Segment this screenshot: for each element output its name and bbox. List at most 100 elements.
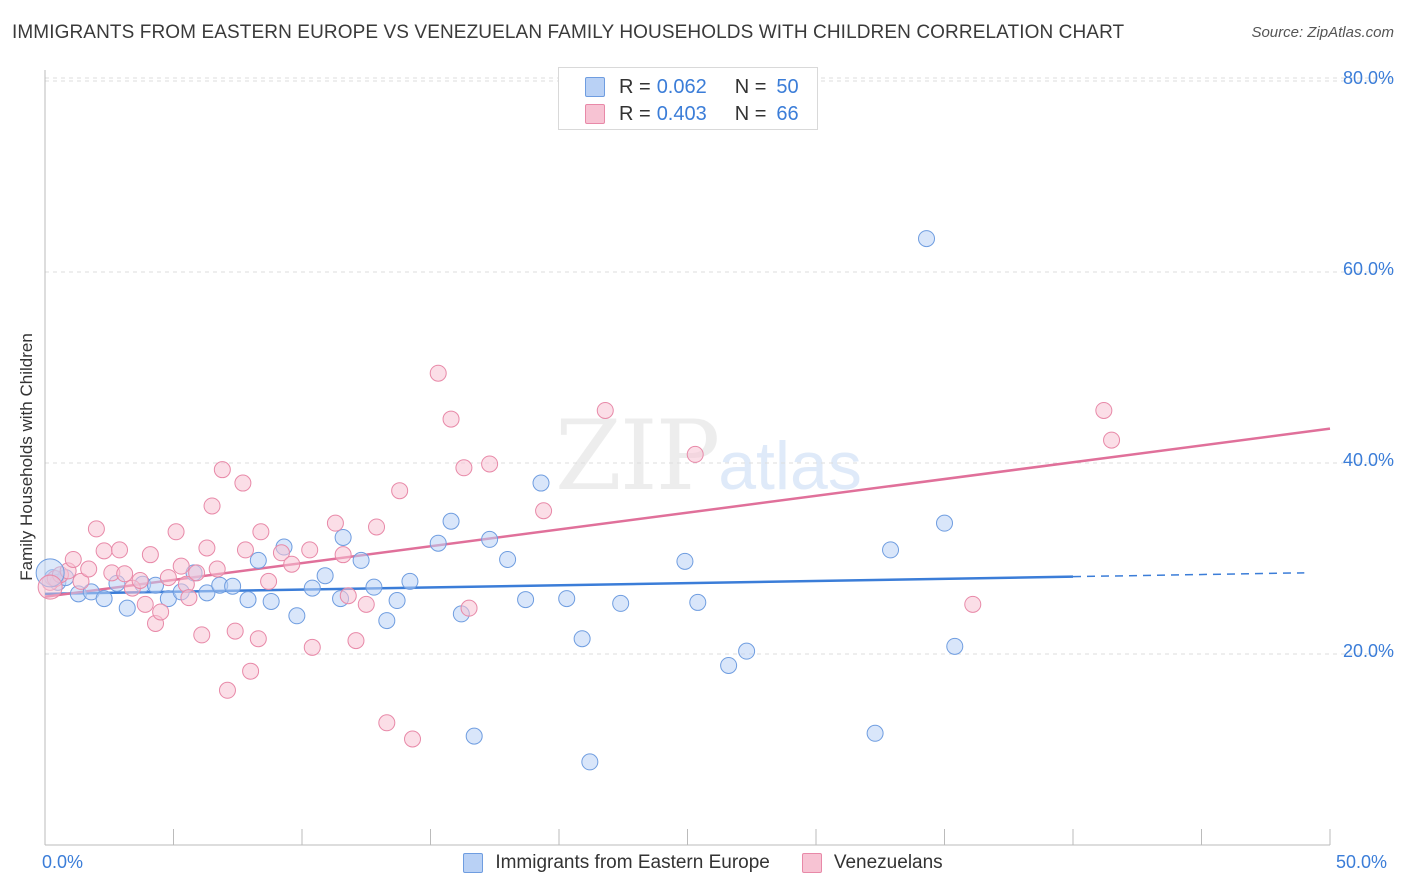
data-point-pink bbox=[442, 410, 460, 428]
data-point-pink bbox=[131, 571, 149, 589]
series-swatch-pink bbox=[801, 853, 822, 873]
y-tick-label: 80.0% bbox=[1342, 68, 1394, 88]
y-tick-label: 40.0% bbox=[1342, 450, 1394, 470]
data-point-blue bbox=[866, 724, 884, 742]
data-point-blue bbox=[262, 592, 280, 610]
data-point-blue bbox=[573, 630, 591, 648]
y-tick-label: 60.0% bbox=[1342, 259, 1394, 279]
data-point-pink bbox=[1103, 431, 1121, 449]
data-point-pink bbox=[283, 555, 301, 573]
data-point-pink bbox=[347, 632, 365, 650]
data-point-blue bbox=[249, 551, 267, 569]
data-point-pink bbox=[481, 455, 499, 473]
legend-n-value: 50 bbox=[776, 75, 799, 98]
data-point-pink bbox=[303, 638, 321, 656]
legend-n-label: N = bbox=[734, 102, 767, 125]
data-point-pink bbox=[301, 541, 319, 559]
data-point-blue bbox=[95, 590, 113, 608]
data-point-pink bbox=[136, 595, 154, 613]
data-point-blue bbox=[689, 593, 707, 611]
data-point-blue bbox=[517, 591, 535, 609]
data-point-pink bbox=[326, 514, 344, 532]
data-point-pink bbox=[234, 474, 252, 492]
data-point-pink bbox=[87, 520, 105, 538]
data-point-pink bbox=[686, 445, 704, 463]
legend-r-label: R = bbox=[619, 75, 651, 98]
data-point-pink bbox=[167, 523, 185, 541]
data-point-pink bbox=[357, 595, 375, 613]
data-point-pink bbox=[242, 662, 260, 680]
data-point-blue bbox=[388, 592, 406, 610]
data-point-pink bbox=[80, 560, 98, 578]
data-point-pink bbox=[964, 595, 982, 613]
data-point-pink bbox=[180, 589, 198, 607]
data-point-pink bbox=[172, 557, 190, 575]
y-axis-title: Family Households with Children bbox=[17, 333, 36, 581]
data-point-pink bbox=[252, 523, 270, 541]
series-swatch-blue bbox=[463, 853, 484, 873]
data-point-blue bbox=[401, 572, 419, 590]
data-point-blue bbox=[882, 541, 900, 559]
data-point-blue bbox=[303, 579, 321, 597]
data-point-blue bbox=[198, 584, 216, 602]
y-tick-label: 20.0% bbox=[1342, 641, 1394, 661]
trend-extension-blue bbox=[1072, 572, 1305, 578]
data-point-blue bbox=[352, 551, 370, 569]
x-tick-max: 50.0% bbox=[1336, 852, 1388, 872]
data-point-blue bbox=[465, 727, 483, 745]
chart-source: Source: ZipAtlas.com bbox=[1251, 24, 1394, 41]
legend-n-label: N = bbox=[734, 75, 767, 98]
legend-swatch-blue bbox=[585, 77, 605, 97]
data-point-pink bbox=[193, 626, 211, 644]
data-point-pink bbox=[188, 564, 206, 582]
data-point-pink bbox=[159, 569, 177, 587]
data-point-pink bbox=[1095, 401, 1113, 419]
data-point-blue bbox=[316, 567, 334, 585]
data-point-pink bbox=[378, 714, 396, 732]
data-point-pink bbox=[535, 502, 553, 520]
data-point-blue bbox=[612, 594, 630, 612]
data-point-pink bbox=[455, 459, 473, 477]
data-point-blue bbox=[288, 607, 306, 625]
data-point-blue bbox=[720, 656, 738, 674]
data-point-blue bbox=[558, 590, 576, 608]
data-point-pink bbox=[116, 565, 134, 583]
data-point-pink bbox=[272, 544, 290, 562]
data-point-blue bbox=[946, 637, 964, 655]
data-point-blue bbox=[239, 591, 257, 609]
data-point-pink bbox=[218, 681, 236, 699]
series-label-pink: Venezuelans bbox=[833, 852, 943, 873]
stats-legend: R = 0.062 N = 50 R = 0.403 N = 66 bbox=[558, 67, 818, 130]
data-point-pink bbox=[203, 497, 221, 515]
data-point-pink bbox=[460, 599, 478, 617]
data-point-pink bbox=[141, 546, 159, 564]
data-point-blue bbox=[499, 550, 517, 568]
data-point-pink bbox=[391, 482, 409, 500]
x-tick-min: 0.0% bbox=[42, 852, 84, 872]
legend-row-pink: R = 0.403 N = 66 bbox=[585, 103, 799, 125]
data-point-blue bbox=[334, 528, 352, 546]
data-point-pink bbox=[334, 546, 352, 564]
data-point-pink bbox=[213, 461, 231, 479]
legend-row-blue: R = 0.062 N = 50 bbox=[585, 76, 799, 98]
data-point-pink bbox=[260, 572, 278, 590]
points-layer bbox=[35, 230, 1121, 771]
data-point-blue bbox=[429, 534, 447, 552]
data-point-blue bbox=[738, 642, 756, 660]
data-point-pink bbox=[64, 550, 82, 568]
series-legend-pink[interactable]: Venezuelans bbox=[801, 852, 943, 874]
chart-title: IMMIGRANTS FROM EASTERN EUROPE VS VENEZU… bbox=[12, 22, 1125, 43]
data-point-pink bbox=[429, 364, 447, 382]
series-legend-blue[interactable]: Immigrants from Eastern Europe bbox=[463, 852, 770, 874]
legend-n-value: 66 bbox=[776, 102, 799, 125]
data-point-pink bbox=[249, 630, 267, 648]
series-label-blue: Immigrants from Eastern Europe bbox=[495, 852, 770, 873]
data-point-blue bbox=[442, 512, 460, 530]
data-point-pink bbox=[236, 541, 254, 559]
data-point-blue bbox=[147, 576, 165, 594]
data-point-pink bbox=[37, 574, 63, 600]
data-point-pink bbox=[208, 560, 226, 578]
data-point-blue bbox=[918, 230, 936, 248]
data-point-pink bbox=[339, 587, 357, 605]
